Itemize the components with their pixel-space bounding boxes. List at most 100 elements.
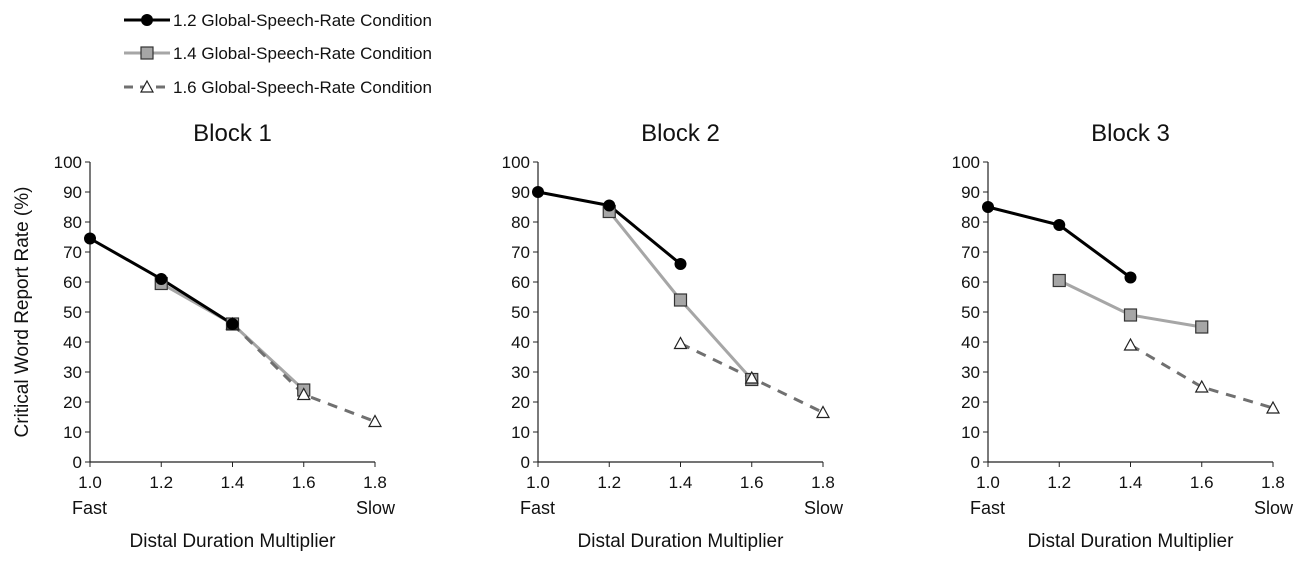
y-tick-label: 60 [961, 273, 980, 292]
data-point-circle [532, 186, 544, 198]
y-tick-label: 90 [63, 183, 82, 202]
x-end-label-fast: Fast [72, 498, 107, 518]
y-tick-label: 10 [961, 423, 980, 442]
y-tick-label: 50 [63, 303, 82, 322]
legend: 1.2 Global-Speech-Rate Condition 1.4 Glo… [124, 11, 432, 97]
data-point-square [1052, 273, 1066, 288]
y-tick-label: 90 [961, 183, 980, 202]
series-line [160, 282, 305, 392]
y-tick-label: 60 [63, 273, 82, 292]
y-tick-label: 40 [63, 333, 82, 352]
y-tick-label: 30 [961, 363, 980, 382]
x-tick-label: 1.8 [811, 473, 835, 492]
data-point-triangle [1194, 379, 1209, 393]
y-tick-label: 60 [511, 273, 530, 292]
y-tick-label: 70 [511, 243, 530, 262]
x-end-label-slow: Slow [1254, 498, 1294, 518]
panel-title: Block 1 [193, 120, 272, 147]
y-tick-label: 20 [63, 393, 82, 412]
data-point-square [1195, 320, 1209, 334]
x-tick-label: 1.2 [1047, 473, 1071, 492]
data-point-triangle [815, 405, 831, 419]
x-end-label-slow: Slow [356, 498, 396, 518]
y-tick-label: 0 [521, 453, 530, 472]
x-tick-label: 1.6 [740, 473, 764, 492]
data-point-triangle [744, 370, 759, 384]
x-axis-title: Distal Duration Multiplier [130, 531, 337, 552]
series-line [1129, 343, 1274, 410]
panel-block-3: Block 3 0 10 20 30 40 50 60 70 80 90 100 1.0 1.2 1.4 1.… [952, 120, 1294, 552]
legend-entry-1-4: 1.4 Global-Speech-Rate Condition [124, 44, 432, 63]
y-tick-label: 10 [63, 423, 82, 442]
x-tick-label: 1.2 [597, 473, 621, 492]
data-point-square [673, 293, 688, 307]
y-tick-label: 30 [63, 363, 82, 382]
y-tick-label: 50 [961, 303, 980, 322]
x-tick-label: 1.8 [1261, 473, 1285, 492]
x-tick-label: 1.0 [976, 473, 1000, 492]
panel-title: Block 3 [1091, 120, 1170, 147]
data-point-circle [982, 201, 994, 213]
legend-entry-1-6: 1.6 Global-Speech-Rate Condition [124, 78, 432, 97]
y-tick-label: 30 [511, 363, 530, 382]
y-axis-title: Critical Word Report Rate (%) [12, 187, 33, 438]
y-tick-label: 0 [971, 453, 980, 472]
data-point-circle [1053, 219, 1066, 231]
legend-circle-marker [141, 14, 153, 26]
data-point-square [1123, 308, 1138, 322]
x-tick-label: 1.6 [292, 473, 316, 492]
data-point-triangle [673, 336, 688, 350]
x-axis-title: Distal Duration Multiplier [578, 531, 785, 552]
data-point-circle [1124, 271, 1137, 284]
y-tick-label: 40 [961, 333, 980, 352]
series-line [231, 322, 376, 423]
x-tick-label: 1.4 [1119, 473, 1143, 492]
data-point-triangle [1265, 400, 1281, 414]
legend-label-1-2: 1.2 Global-Speech-Rate Condition [173, 11, 432, 30]
panel-block-2: Block 2 0 10 20 30 40 50 60 70 80 90 100 1.0 1.2 1.4 1.… [502, 120, 844, 552]
x-end-label-fast: Fast [970, 498, 1005, 518]
panel-block-1: Block 1 0 10 20 30 40 50 60 70 80 90 100 1.0 1.2 1.4 1.… [54, 120, 396, 552]
x-tick-label: 1.6 [1190, 473, 1214, 492]
data-point-circle [603, 199, 616, 212]
x-tick-label: 1.2 [149, 473, 173, 492]
y-tick-label: 70 [63, 243, 82, 262]
y-tick-label: 0 [73, 453, 82, 472]
y-tick-label: 40 [511, 333, 530, 352]
x-end-label-fast: Fast [520, 498, 555, 518]
legend-square-marker [140, 46, 154, 60]
legend-entry-1-2: 1.2 Global-Speech-Rate Condition [124, 11, 432, 30]
data-point-triangle [296, 387, 311, 401]
data-point-circle [226, 318, 239, 330]
y-tick-label: 10 [511, 423, 530, 442]
data-point-triangle [367, 414, 383, 428]
x-tick-label: 1.8 [363, 473, 387, 492]
y-tick-label: 90 [511, 183, 530, 202]
x-end-label-slow: Slow [804, 498, 844, 518]
data-point-circle [674, 258, 687, 270]
y-tick-label: 100 [502, 153, 530, 172]
y-tick-label: 100 [952, 153, 980, 172]
data-point-triangle [1123, 337, 1138, 351]
legend-label-1-4: 1.4 Global-Speech-Rate Condition [173, 44, 432, 63]
y-tick-label: 80 [961, 213, 980, 232]
x-tick-label: 1.0 [526, 473, 550, 492]
y-tick-label: 70 [961, 243, 980, 262]
x-tick-label: 1.0 [78, 473, 102, 492]
series-line [987, 205, 1132, 279]
x-axis-title: Distal Duration Multiplier [1028, 531, 1235, 552]
data-point-circle [84, 232, 96, 245]
y-tick-label: 50 [511, 303, 530, 322]
y-tick-label: 20 [511, 393, 530, 412]
legend-triangle-marker [139, 79, 155, 93]
y-tick-label: 20 [961, 393, 980, 412]
x-tick-label: 1.4 [221, 473, 245, 492]
y-tick-label: 80 [511, 213, 530, 232]
x-tick-label: 1.4 [669, 473, 693, 492]
y-tick-label: 100 [54, 153, 82, 172]
y-tick-label: 80 [63, 213, 82, 232]
legend-label-1-6: 1.6 Global-Speech-Rate Condition [173, 78, 432, 97]
data-point-circle [155, 273, 168, 285]
panel-title: Block 2 [641, 120, 720, 147]
